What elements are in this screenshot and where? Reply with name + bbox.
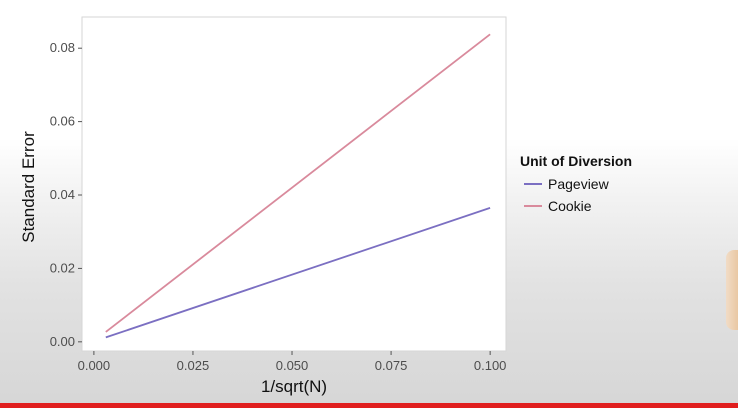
legend-label-cookie: Cookie [548, 198, 592, 214]
y-tick-label: 0.02 [50, 260, 75, 275]
x-tick-label: 0.025 [177, 358, 210, 373]
bottom-red-bar [0, 403, 738, 408]
y-axis: 0.00 0.02 0.04 0.06 0.08 [50, 40, 82, 349]
series-lines [105, 33, 491, 339]
series-line-cookie [105, 33, 491, 333]
legend-label-pageview: Pageview [548, 176, 610, 192]
y-axis-title: Standard Error [19, 131, 38, 243]
x-tick-label: 0.075 [375, 358, 408, 373]
x-axis-title: 1/sqrt(N) [261, 377, 327, 396]
background-object [726, 250, 738, 330]
legend-title: Unit of Diversion [520, 153, 632, 169]
y-tick-label: 0.00 [50, 334, 75, 349]
y-tick-label: 0.08 [50, 40, 75, 55]
series-line-pageview [105, 207, 491, 339]
x-tick-label: 0.050 [276, 358, 309, 373]
x-tick-label: 0.100 [474, 358, 507, 373]
legend: Unit of Diversion Pageview Cookie [520, 153, 632, 214]
x-tick-label: 0.000 [78, 358, 111, 373]
y-tick-label: 0.06 [50, 114, 75, 129]
x-axis: 0.000 0.025 0.050 0.075 0.100 [78, 351, 507, 373]
y-tick-label: 0.04 [50, 187, 75, 202]
